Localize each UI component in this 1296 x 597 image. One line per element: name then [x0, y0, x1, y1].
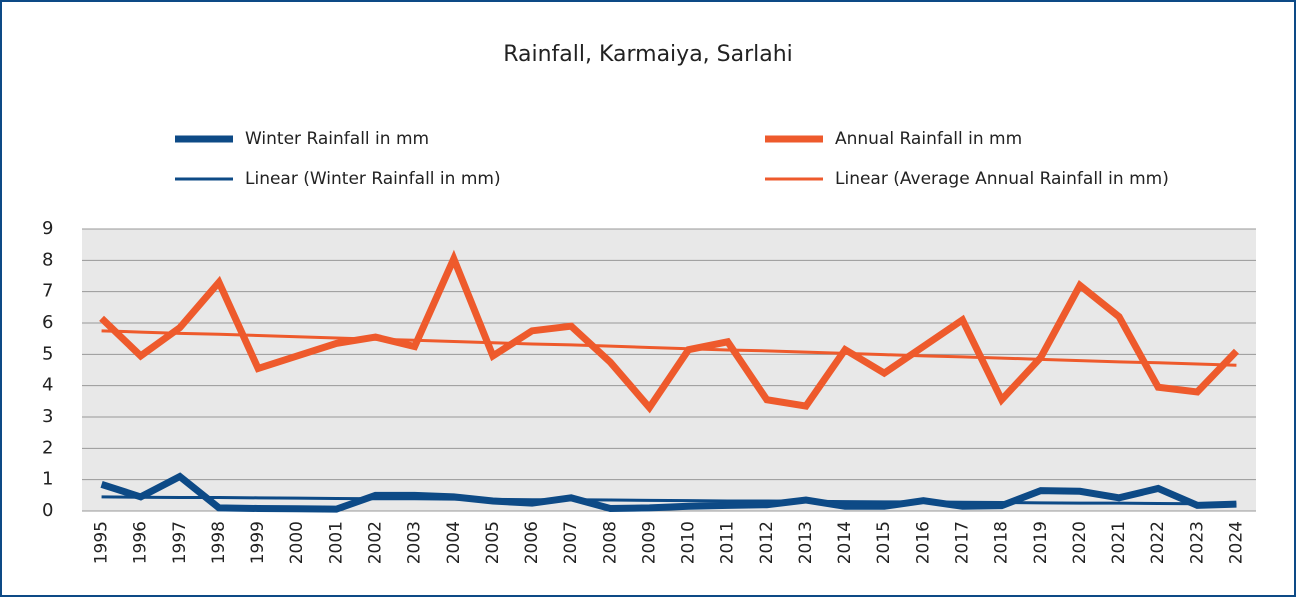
y-tick-label: 8 [42, 249, 53, 270]
y-tick-label: 5 [42, 343, 53, 364]
x-tick-label: 2019 [1031, 521, 1051, 564]
y-tick-label: 4 [42, 375, 53, 396]
legend-label: Winter Rainfall in mm [245, 129, 429, 149]
legend-label: Annual Rainfall in mm [835, 129, 1022, 149]
series-line [101, 495, 1237, 506]
chart-title: Rainfall, Karmaiya, Sarlahi [503, 42, 793, 67]
y-tick-label: 3 [42, 406, 53, 427]
x-tick-label: 2014 [835, 521, 855, 564]
x-tick-label: 2005 [483, 521, 503, 564]
series-line [101, 329, 1237, 367]
x-tick-label: 2011 [718, 521, 738, 564]
x-tick-label: 2002 [366, 521, 386, 564]
y-tick-label: 9 [42, 218, 53, 239]
series-line [100, 472, 1237, 513]
x-tick-label: 2020 [1070, 521, 1090, 564]
y-tick-label: 7 [42, 281, 53, 302]
y-tick-label: 1 [42, 469, 53, 490]
y-tick-label: 2 [42, 437, 53, 458]
x-tick-label: 2006 [522, 521, 542, 564]
x-tick-label: 1998 [209, 521, 229, 564]
plot-area [82, 229, 1256, 511]
x-tick-label: 2010 [679, 521, 699, 564]
x-tick-label: 2007 [561, 521, 581, 564]
x-tick-label: 2017 [953, 521, 973, 564]
y-tick-label: 6 [42, 312, 53, 333]
x-tick-label: 2018 [992, 521, 1012, 564]
legend-label: Linear (Winter Rainfall in mm) [245, 169, 501, 189]
x-tick-label: 2008 [600, 521, 620, 564]
x-tick-label: 2003 [405, 521, 425, 564]
y-tick-label: 0 [42, 500, 53, 521]
x-tick-label: 1997 [170, 521, 190, 564]
x-tick-label: 2021 [1109, 521, 1129, 564]
x-tick-label: 1996 [131, 521, 151, 564]
x-tick-label: 2004 [444, 521, 464, 564]
x-tick-label: 2013 [796, 521, 816, 564]
x-tick-label: 2024 [1226, 521, 1246, 564]
x-tick-label: 2000 [287, 521, 307, 564]
legend-label: Linear (Average Annual Rainfall in mm) [835, 169, 1169, 189]
x-tick-label: 1995 [92, 521, 112, 564]
x-tick-label: 1999 [248, 521, 268, 564]
x-tick-label: 2016 [913, 521, 933, 564]
x-tick-label: 2015 [874, 521, 894, 564]
x-tick-label: 2023 [1187, 521, 1207, 564]
x-tick-label: 2012 [757, 521, 777, 564]
x-tick-label: 2001 [326, 521, 346, 564]
series-line [99, 249, 1239, 414]
x-tick-label: 2022 [1148, 521, 1168, 564]
x-tick-label: 2009 [639, 521, 659, 564]
